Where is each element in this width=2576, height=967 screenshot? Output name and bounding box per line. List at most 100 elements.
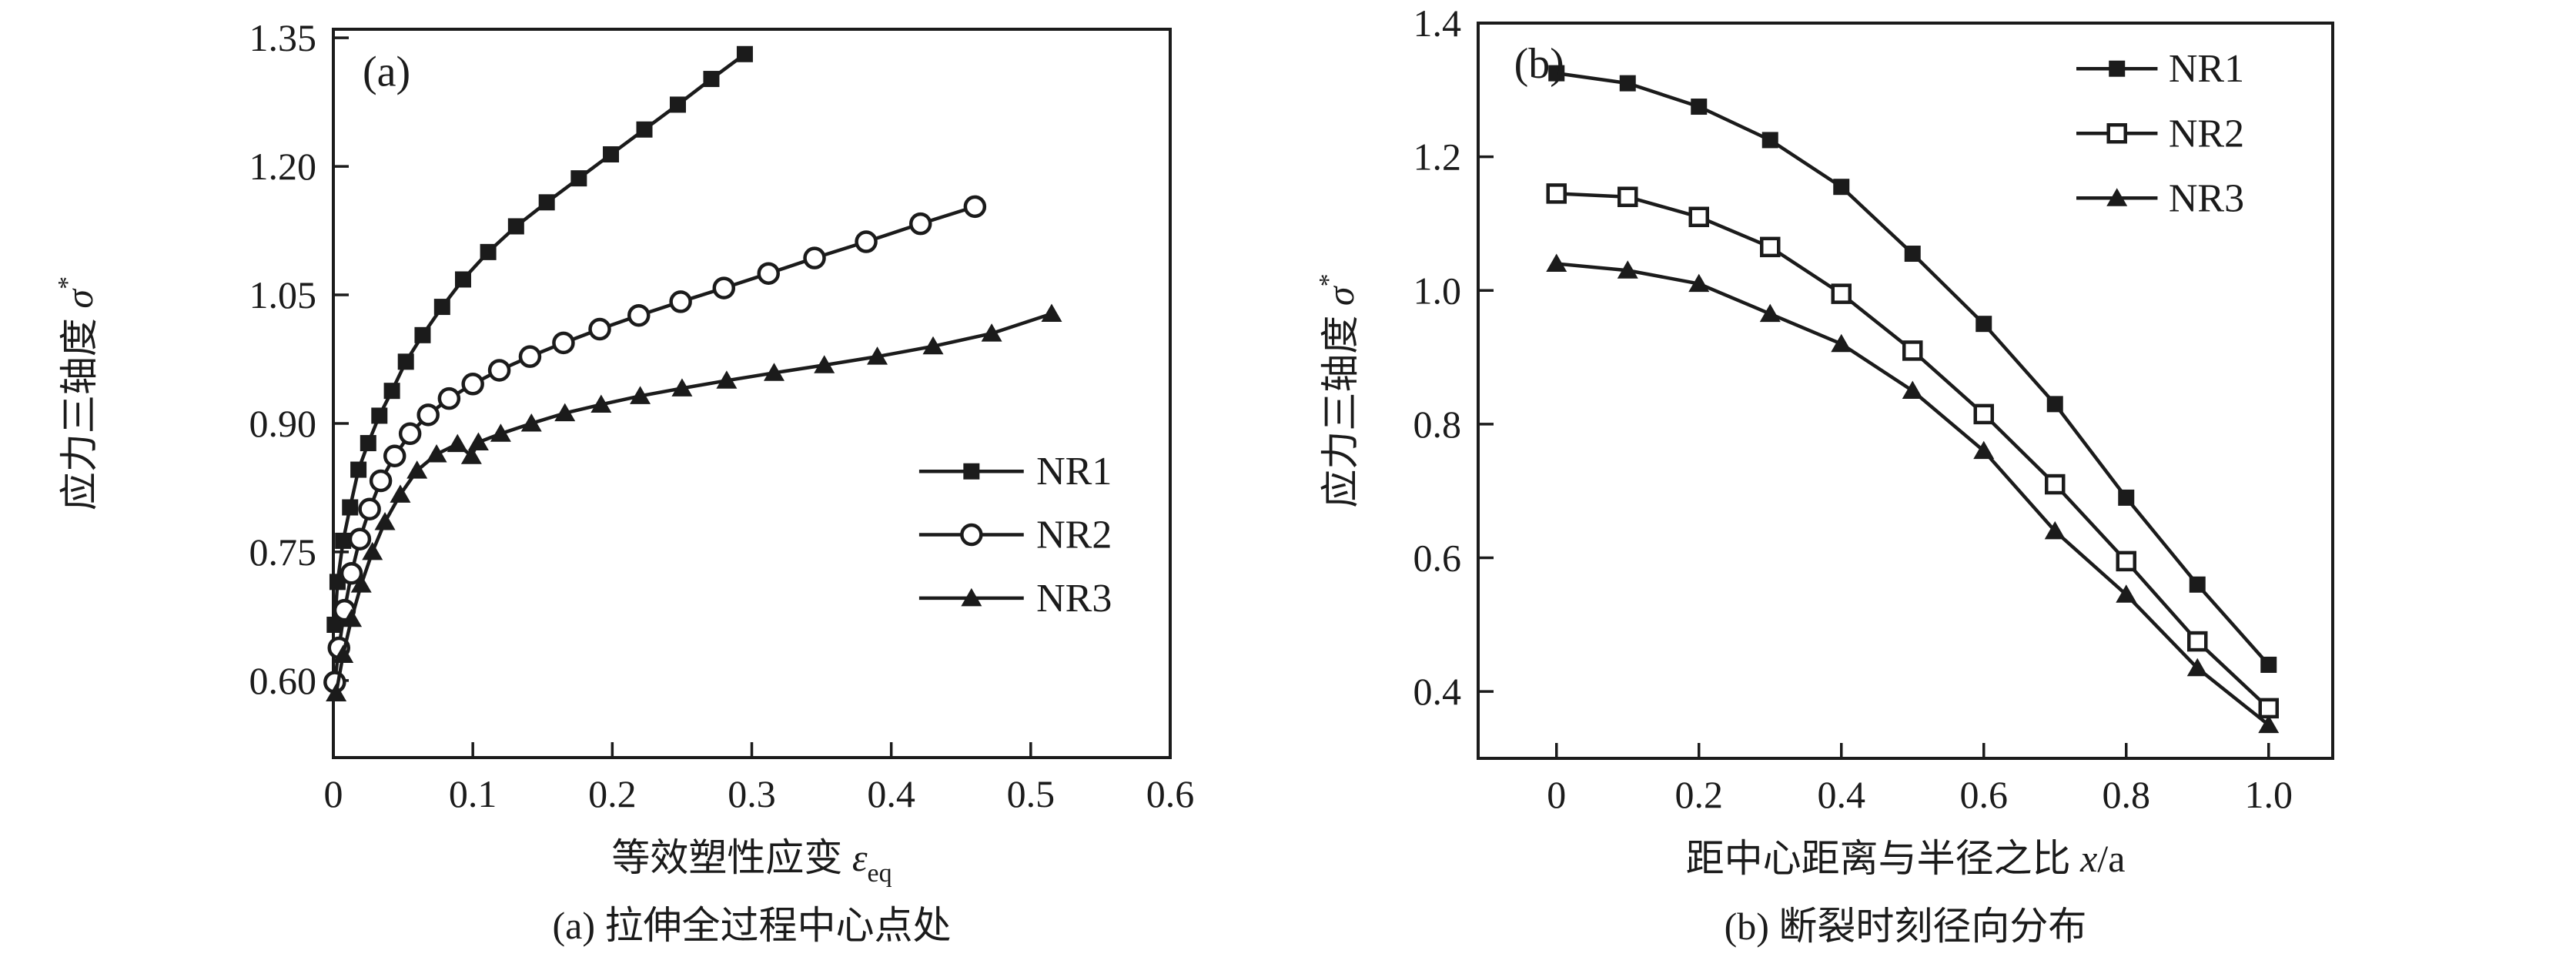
legend-open-square-icon bbox=[2106, 123, 2127, 144]
legend-item-NR1: NR1 bbox=[918, 450, 1112, 494]
caption: (b) 断裂时刻径向分布 bbox=[1725, 905, 2087, 948]
series-NR1 bbox=[1548, 65, 2277, 673]
y-tick-label: 0.4 bbox=[1413, 670, 1462, 713]
filled-square-marker-icon bbox=[703, 71, 720, 88]
open-square-marker-icon bbox=[1618, 186, 1638, 207]
open-square-marker-icon bbox=[1546, 183, 1567, 204]
filled-square-marker-icon bbox=[1619, 75, 1636, 92]
open-circle-marker-icon bbox=[348, 527, 372, 550]
filled-square-marker-icon bbox=[350, 461, 367, 478]
x-tick-label: 0 bbox=[1547, 773, 1566, 816]
y-tick-label: 0.75 bbox=[249, 530, 317, 574]
x-tick-label: 0.4 bbox=[867, 772, 915, 815]
filled-square-marker-icon bbox=[326, 616, 343, 633]
filled-square-marker-icon bbox=[1548, 65, 1565, 82]
filled-square-marker-icon bbox=[335, 532, 352, 549]
y-tick-label: 0.90 bbox=[249, 402, 317, 445]
filled-triangle-marker-icon bbox=[1617, 260, 1638, 279]
filled-triangle-marker-icon bbox=[350, 574, 372, 593]
legend: NR1 NR2 NR3 bbox=[2076, 47, 2244, 220]
y-tick-label: 1.35 bbox=[249, 16, 317, 59]
x-tick-label: 0.5 bbox=[1007, 772, 1055, 815]
filled-square-marker-icon bbox=[538, 194, 555, 211]
filled-triangle-marker-icon bbox=[1688, 273, 1710, 293]
filled-triangle-marker-icon bbox=[554, 403, 576, 422]
filled-triangle-marker-icon bbox=[460, 446, 482, 464]
series-NR1-line bbox=[1554, 71, 2270, 667]
filled-triangle-marker-icon bbox=[1902, 380, 1923, 399]
legend-filled-square-icon bbox=[963, 463, 980, 480]
open-circle-marker-icon bbox=[552, 331, 575, 355]
open-circle-marker-icon bbox=[398, 422, 422, 446]
series-NR3-markers bbox=[1546, 253, 2280, 734]
filled-square-marker-icon bbox=[1904, 246, 1921, 263]
y-axis-label: 应力三轴度 σ* bbox=[53, 276, 101, 510]
plot-box bbox=[1477, 22, 2334, 760]
x-tick-label: 0.1 bbox=[449, 772, 497, 815]
open-circle-marker-icon bbox=[669, 290, 692, 313]
y-axis-ticks: 1.4 1.2 1.0 0.8 0.6 0.4 bbox=[1413, 2, 1494, 713]
filled-triangle-marker-icon bbox=[374, 511, 396, 530]
y-tick-label: 1.4 bbox=[1413, 2, 1462, 45]
filled-square-marker-icon bbox=[371, 407, 388, 424]
filled-square-marker-icon bbox=[570, 170, 587, 187]
open-square-marker-icon bbox=[1688, 206, 1709, 228]
open-circle-marker-icon bbox=[417, 403, 440, 427]
filled-triangle-marker-icon bbox=[2116, 584, 2137, 603]
x-tick-label: 0.4 bbox=[1818, 773, 1866, 816]
open-circle-marker-icon bbox=[757, 262, 780, 285]
open-circle-marker-icon bbox=[963, 195, 987, 219]
filled-triangle-marker-icon bbox=[2186, 657, 2208, 677]
legend-item-NR2: NR2 bbox=[2076, 112, 2244, 156]
series-NR3 bbox=[1546, 253, 2280, 734]
y-tick-label: 0.60 bbox=[249, 659, 317, 702]
legend-item-NR1: NR1 bbox=[2076, 47, 2244, 91]
filled-square-marker-icon bbox=[480, 243, 497, 260]
filled-triangle-marker-icon bbox=[814, 355, 835, 373]
series-NR1-markers bbox=[1548, 65, 2277, 673]
filled-triangle-marker-icon bbox=[630, 386, 651, 404]
filled-triangle-marker-icon bbox=[763, 363, 785, 381]
filled-triangle-marker-icon bbox=[867, 346, 888, 365]
open-circle-marker-icon bbox=[437, 386, 461, 410]
open-square-marker-icon bbox=[2116, 550, 2136, 572]
open-circle-marker-icon bbox=[358, 497, 381, 520]
legend-label: NR3 bbox=[2169, 176, 2244, 220]
filled-triangle-marker-icon bbox=[362, 541, 383, 560]
filled-triangle-marker-icon bbox=[1973, 440, 1995, 460]
legend-label: NR2 bbox=[2169, 112, 2244, 156]
x-tick-label: 0.2 bbox=[588, 772, 637, 815]
open-circle-marker-icon bbox=[383, 444, 406, 467]
filled-square-marker-icon bbox=[1691, 99, 1708, 115]
open-square-marker-icon bbox=[2258, 698, 2279, 719]
filled-square-marker-icon bbox=[454, 271, 471, 288]
series-NR2-markers bbox=[323, 195, 987, 694]
filled-square-marker-icon bbox=[383, 383, 400, 400]
open-square-marker-icon bbox=[2045, 473, 2066, 495]
panel-letter: (b) bbox=[1514, 40, 1564, 88]
series-NR1 bbox=[326, 45, 753, 633]
filled-square-marker-icon bbox=[342, 499, 359, 516]
y-tick-label: 1.2 bbox=[1413, 136, 1462, 179]
filled-triangle-marker-icon bbox=[981, 323, 1002, 342]
legend-filled-triangle-icon bbox=[2106, 188, 2128, 206]
filled-triangle-marker-icon bbox=[341, 608, 363, 627]
open-circle-marker-icon bbox=[487, 359, 511, 382]
legend: NR1 NR2 NR3 bbox=[918, 450, 1112, 621]
filled-triangle-marker-icon bbox=[467, 432, 489, 450]
y-tick-label: 1.20 bbox=[249, 145, 317, 188]
open-square-marker-icon bbox=[1902, 340, 1923, 361]
filled-triangle-marker-icon bbox=[490, 423, 511, 442]
open-circle-marker-icon bbox=[340, 561, 363, 585]
caption: (a) 拉伸全过程中心点处 bbox=[553, 904, 952, 947]
open-circle-marker-icon bbox=[908, 212, 932, 236]
filled-square-marker-icon bbox=[397, 353, 414, 370]
open-circle-marker-icon bbox=[803, 246, 826, 269]
panel-a-group: 0 0.1 0.2 0.3 0.4 0.5 0.6 1.35 1.20 1.05 0.90 0.75 0… bbox=[53, 16, 1194, 947]
series-NR3-markers bbox=[326, 303, 1062, 702]
series-NR3-line bbox=[334, 312, 1054, 695]
legend-label: NR1 bbox=[2169, 47, 2244, 91]
series-NR1-markers bbox=[326, 45, 753, 633]
